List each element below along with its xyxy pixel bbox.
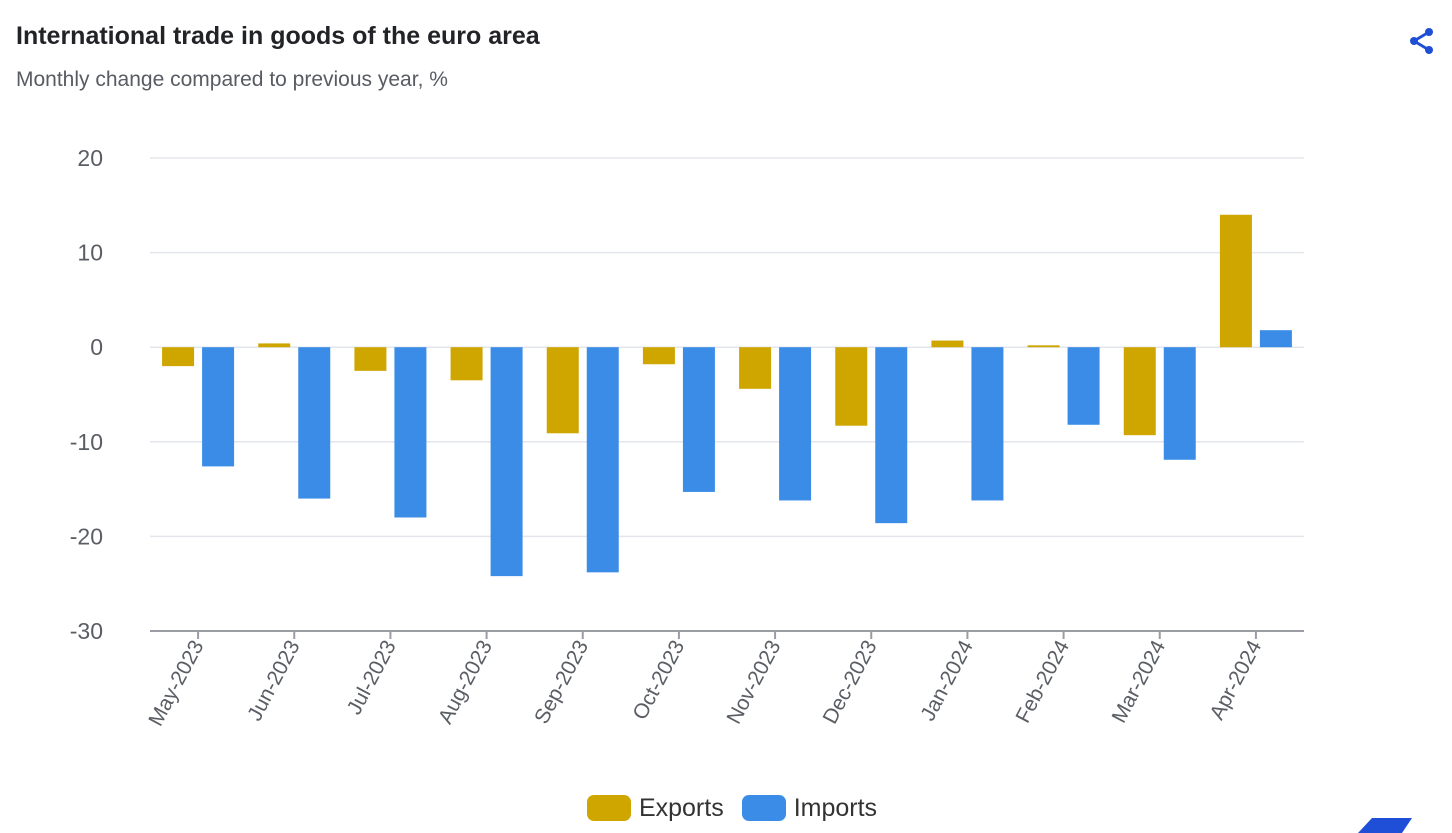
bar-imports[interactable]: Jan-2024 Imports: -16.2: [971, 347, 1004, 501]
y-tick-label: 10: [77, 240, 103, 266]
legend-swatch-exports: [586, 795, 631, 821]
x-tick-label: Mar-2024: [1108, 636, 1171, 726]
bar-exports[interactable]: Apr-2024 Exports: 14: [1219, 214, 1252, 348]
bar-imports[interactable]: Apr-2024 Imports: 1.8: [1259, 330, 1292, 348]
bar-imports[interactable]: Oct-2023 Imports: -15.3: [682, 347, 715, 492]
bar-exports[interactable]: Oct-2023 Exports: -1.8: [642, 347, 675, 365]
chart-title: International trade in goods of the euro…: [16, 22, 540, 50]
bar-imports[interactable]: May-2023 Imports: -12.6: [202, 347, 235, 467]
x-tick-label: May-2023: [144, 637, 208, 730]
bar-imports[interactable]: Sep-2023 Imports: -23.8: [586, 347, 619, 573]
bar-imports[interactable]: Jun-2023 Imports: -16: [298, 347, 331, 499]
chart-subtitle: Monthly change compared to previous year…: [16, 68, 448, 91]
y-tick-label: 0: [90, 334, 103, 360]
x-tick-label: Nov-2023: [722, 637, 785, 728]
bar-imports[interactable]: Dec-2023 Imports: -18.6: [875, 347, 908, 524]
x-tick-label: Sep-2023: [530, 637, 593, 728]
bar-exports[interactable]: Mar-2024 Exports: -9.3: [1123, 347, 1156, 436]
bar-imports[interactable]: Jul-2023 Imports: -18: [394, 347, 427, 518]
x-tick-label: Jul-2023: [343, 637, 401, 719]
x-tick-label: Jun-2023: [243, 637, 304, 725]
x-tick-label: Oct-2023: [628, 637, 689, 724]
bar-exports[interactable]: Sep-2023 Exports: -9.1: [546, 347, 579, 434]
bar-imports[interactable]: Mar-2024 Imports: -11.9: [1163, 347, 1196, 460]
bar-imports[interactable]: Aug-2023 Imports: -24.2: [490, 347, 523, 577]
bar-exports[interactable]: Jan-2024 Exports: 0.7: [931, 340, 964, 348]
legend-item-exports[interactable]: Exports: [586, 793, 724, 823]
share-icon: [1410, 28, 1433, 54]
share-button[interactable]: [1404, 24, 1440, 58]
bar-exports[interactable]: Feb-2024 Exports: 0.2: [1027, 345, 1060, 348]
bar-imports[interactable]: Feb-2024 Imports: -8.2: [1067, 347, 1100, 425]
x-tick-label: Dec-2023: [819, 637, 882, 728]
bar-chart: 20 10 0 -10 -20 -30 May-2023 Exports: -2 Jun-20…: [70, 145, 1304, 730]
y-tick-label: -30: [70, 618, 103, 644]
x-tick-label: Aug-2023: [434, 637, 497, 728]
bar-exports[interactable]: Jun-2023 Exports: 0.4: [258, 343, 291, 348]
bar-exports[interactable]: Nov-2023 Exports: -4.4: [739, 347, 772, 389]
bar-imports[interactable]: Nov-2023 Imports: -16.2: [779, 347, 812, 501]
y-tick-label: 20: [77, 145, 103, 171]
bar-exports[interactable]: Aug-2023 Exports: -3.5: [450, 347, 483, 381]
y-tick-label: -10: [70, 429, 103, 455]
bar-exports[interactable]: Dec-2023 Exports: -8.3: [835, 347, 868, 426]
bar-exports[interactable]: Jul-2023 Exports: -2.5: [354, 347, 387, 371]
y-tick-label: -20: [70, 523, 103, 549]
bar-exports[interactable]: May-2023 Exports: -2: [162, 347, 195, 367]
x-tick-label: Feb-2024: [1011, 636, 1074, 726]
corner-accent: [1358, 818, 1412, 833]
legend: Exports Imports: [0, 790, 1452, 826]
legend-label-imports: Imports: [793, 793, 878, 822]
legend-label-exports: Exports: [638, 793, 724, 822]
legend-swatch-imports: [741, 795, 786, 821]
x-tick-label: Jan-2024: [916, 636, 978, 724]
legend-item-imports[interactable]: Imports: [741, 793, 878, 823]
x-tick-label: Apr-2024: [1205, 636, 1266, 723]
